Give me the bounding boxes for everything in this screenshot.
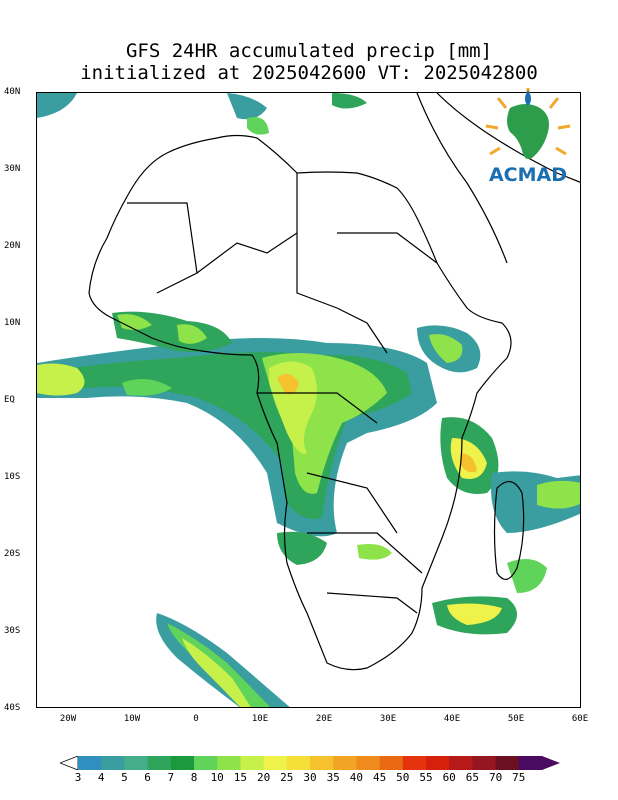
lon-label: 0	[193, 714, 199, 724]
colorbar-swatch	[240, 756, 265, 770]
sun-rays-icon	[485, 88, 571, 156]
colorbar-swatch	[170, 756, 195, 770]
colorbar-swatch	[194, 756, 218, 770]
colorbar-label: 5	[121, 771, 128, 784]
lat-label: 40S	[4, 703, 21, 713]
colorbar-label: 40	[349, 771, 364, 784]
colorbar-label: 65	[465, 771, 480, 784]
colorbar-swatch	[78, 756, 102, 770]
lat-label: 10N	[4, 318, 21, 328]
lat-label: 10S	[4, 472, 21, 482]
colorbar-swatch	[310, 756, 334, 770]
colorbar-swatch	[426, 756, 450, 770]
lat-label: 30N	[4, 164, 21, 174]
colorbar-max-arrow	[542, 756, 560, 770]
lon-label: 60E	[571, 714, 589, 724]
colorbar-label: 8	[190, 771, 198, 784]
chart-title-line1: GFS 24HR accumulated precip [mm]	[125, 40, 493, 62]
lon-label: 10W	[123, 714, 141, 724]
colorbar-label: 45	[372, 771, 387, 784]
colorbar-min-arrow	[58, 755, 79, 771]
chart-title-line2: initialized at 2025042600 VT: 2025042800	[80, 62, 538, 84]
colorbar	[58, 755, 560, 771]
lat-label: EQ	[4, 395, 15, 405]
colorbar-label: 15	[233, 771, 248, 784]
colorbar-label: 6	[144, 771, 151, 784]
lon-label: 10E	[251, 714, 269, 724]
lon-label: 50E	[507, 714, 525, 724]
colorbar-swatch	[217, 756, 241, 770]
lat-label: 40N	[4, 87, 21, 97]
colorbar-label: 3	[74, 771, 82, 784]
lat-label: 20S	[4, 549, 21, 559]
colorbar-swatch	[495, 756, 520, 770]
water-drop-icon	[525, 90, 531, 106]
africa-continent-icon	[507, 104, 549, 159]
lat-label: 30S	[4, 626, 21, 636]
colorbar-swatch	[147, 756, 172, 770]
colorbar-label: 60	[442, 771, 456, 784]
colorbar-swatch	[333, 756, 357, 770]
colorbar-swatch	[263, 756, 288, 770]
colorbar-label: 75	[512, 771, 526, 784]
colorbar-label: 4	[97, 771, 105, 784]
colorbar-swatch	[101, 756, 125, 770]
colorbar-swatch	[518, 756, 543, 770]
colorbar-label: 35	[326, 771, 340, 784]
colorbar-label: 70	[488, 771, 503, 784]
colorbar-label: 50	[396, 771, 410, 784]
lon-label: 20E	[315, 714, 333, 724]
precip-fields	[37, 93, 580, 707]
colorbar-label: 25	[280, 771, 294, 784]
colorbar-label: 30	[303, 771, 317, 784]
colorbar-swatch	[449, 756, 473, 770]
lat-label: 20N	[4, 241, 21, 251]
colorbar-label: 7	[167, 771, 175, 784]
lon-label: 40E	[443, 714, 461, 724]
acmad-logo: ACMAD	[478, 86, 578, 186]
acmad-logo-text: ACMAD	[489, 164, 567, 186]
precip-map	[36, 92, 581, 708]
colorbar-label: 55	[419, 771, 433, 784]
lon-label: 30E	[379, 714, 397, 724]
colorbar-swatch	[379, 756, 404, 770]
colorbar-swatch	[472, 756, 497, 770]
colorbar-swatch	[402, 756, 427, 770]
coastlines	[88, 93, 580, 671]
colorbar-swatch	[124, 756, 149, 770]
colorbar-label: 20	[256, 771, 271, 784]
colorbar-label: 10	[210, 771, 224, 784]
colorbar-swatch	[356, 756, 381, 770]
colorbar-swatch	[286, 756, 311, 770]
lon-label: 20W	[59, 714, 77, 724]
